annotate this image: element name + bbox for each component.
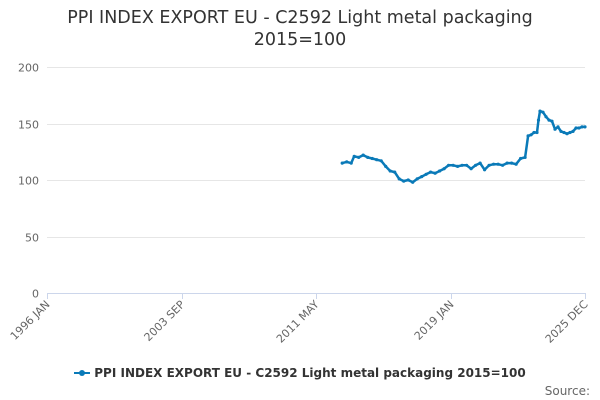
data-point <box>535 130 539 135</box>
data-point <box>370 156 374 161</box>
y-tick-label: 150 <box>18 119 39 132</box>
data-point <box>532 130 536 135</box>
data-point <box>411 180 415 184</box>
data-point <box>442 167 446 171</box>
data-point <box>547 118 551 122</box>
data-point <box>544 115 548 119</box>
data-point <box>562 130 566 135</box>
data-point <box>388 169 392 173</box>
data-point <box>487 163 491 167</box>
series-line <box>341 109 585 184</box>
x-tick-label: 2019 JAN <box>412 298 457 343</box>
data-point <box>402 179 406 183</box>
data-point <box>536 118 541 122</box>
x-tick-label: 1996 JAN <box>8 298 53 343</box>
data-point <box>456 164 460 168</box>
y-axis: 0 50 100 150 200 <box>18 62 39 301</box>
legend[interactable]: PPI INDEX EXPORT EU - C2592 Light metal … <box>0 366 600 380</box>
data-point <box>514 162 518 166</box>
data-point <box>438 169 442 173</box>
data-point <box>465 163 469 167</box>
data-point <box>415 177 419 181</box>
plot-area <box>340 109 587 184</box>
data-point <box>478 161 482 165</box>
data-point <box>577 126 581 130</box>
legend-series-symbol <box>74 368 91 378</box>
source-credit[interactable]: Source: <box>544 384 590 398</box>
data-point <box>375 158 379 162</box>
chart-title: PPI INDEX EXPORT EU - C2592 Light metal … <box>0 7 600 51</box>
legend-series-label: PPI INDEX EXPORT EU - C2592 Light metal … <box>94 366 526 380</box>
data-point <box>379 159 383 163</box>
data-point <box>583 125 587 129</box>
y-tick-label: 200 <box>18 62 39 75</box>
data-point <box>429 170 433 174</box>
x-tick-label: 2003 SEP <box>142 298 188 344</box>
data-point <box>568 130 572 135</box>
x-tick-label: 2025 DEC <box>543 298 591 346</box>
data-point <box>340 161 344 165</box>
data-point <box>510 161 514 165</box>
data-point <box>474 163 478 167</box>
data-point <box>420 175 424 179</box>
chart-subtitle: 2015=100 <box>253 30 347 50</box>
data-point <box>553 127 557 131</box>
data-point <box>519 156 523 161</box>
data-point <box>384 164 388 168</box>
data-point <box>393 170 397 174</box>
chart-title-main: PPI INDEX EXPORT EU - C2592 Light metal … <box>67 8 533 28</box>
data-point <box>469 167 473 171</box>
data-point <box>538 109 542 113</box>
data-point <box>349 161 353 165</box>
data-point <box>406 178 410 182</box>
y-gridlines <box>47 67 585 294</box>
data-point <box>565 132 569 136</box>
data-point <box>550 119 554 123</box>
data-point <box>541 110 545 114</box>
data-point <box>361 153 365 157</box>
data-point <box>424 172 428 176</box>
data-point <box>345 160 349 164</box>
data-point <box>523 155 527 159</box>
data-point <box>505 161 509 165</box>
x-axis: 1996 JAN 2003 SEP 2011 MAY 2019 JAN 2025 DEC <box>8 293 591 346</box>
data-point <box>451 163 455 167</box>
data-point <box>492 162 496 166</box>
x-tick-label: 2011 MAY <box>274 298 322 346</box>
data-point <box>571 129 575 133</box>
data-point <box>397 177 401 181</box>
data-point <box>366 155 370 159</box>
y-tick-label: 50 <box>25 232 39 245</box>
data-point <box>559 129 563 133</box>
data-point <box>433 171 437 175</box>
data-point <box>529 133 533 137</box>
y-tick-label: 100 <box>18 175 39 188</box>
data-point <box>483 168 487 172</box>
data-point <box>526 134 530 138</box>
data-point <box>447 163 451 167</box>
data-point <box>352 154 356 158</box>
y-tick-label: 0 <box>32 288 39 301</box>
data-point <box>580 125 584 129</box>
data-point <box>556 125 560 129</box>
data-point <box>501 163 505 167</box>
data-point <box>460 163 464 167</box>
data-point <box>496 162 500 166</box>
data-point <box>574 126 578 130</box>
data-point <box>357 155 361 159</box>
